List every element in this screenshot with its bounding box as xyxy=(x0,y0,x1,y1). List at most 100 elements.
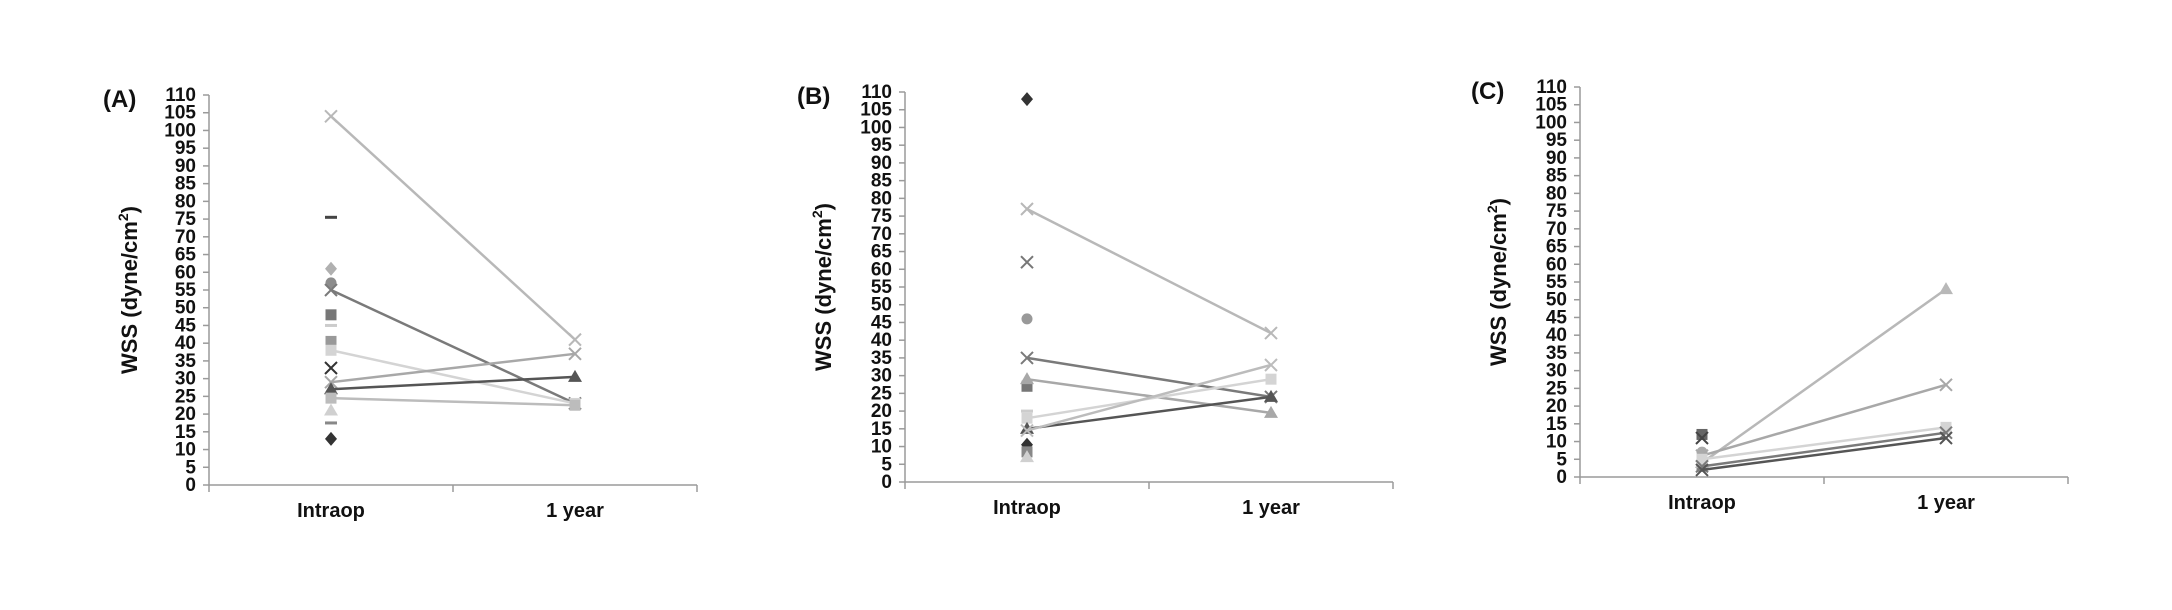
series-point xyxy=(1264,389,1278,402)
intraop-point xyxy=(1020,450,1034,463)
y-tick-label: 35 xyxy=(871,348,893,369)
intraop-point xyxy=(325,421,337,425)
x-category-label: Intraop xyxy=(297,500,365,522)
panel-c: 0510152025303540455055606570758085909510… xyxy=(1471,77,2069,514)
y-tick-label: 105 xyxy=(164,103,196,124)
y-tick-label: 20 xyxy=(1546,396,1567,417)
series-line xyxy=(1026,207,1272,335)
y-tick-label: 60 xyxy=(1546,254,1567,275)
series-line xyxy=(1701,288,1947,464)
series-point xyxy=(1264,326,1278,340)
y-tick-label: 30 xyxy=(175,369,196,390)
x-category-label: Intraop xyxy=(993,497,1061,519)
y-tick-label: 50 xyxy=(1546,290,1567,311)
intraop-point xyxy=(325,215,337,219)
y-tick-label: 55 xyxy=(1546,272,1568,293)
series-line xyxy=(1026,395,1272,431)
y-tick-label: 110 xyxy=(861,82,892,103)
y-tick-label: 75 xyxy=(871,206,893,227)
series-point xyxy=(1695,463,1709,477)
y-tick-label: 95 xyxy=(871,135,893,156)
y-tick-label: 110 xyxy=(165,85,196,106)
series-line xyxy=(1701,436,1947,472)
y-tick-label: 100 xyxy=(1535,112,1567,133)
series-point xyxy=(1021,412,1033,424)
y-tick-label: 15 xyxy=(871,419,893,440)
y-tick-label: 55 xyxy=(175,280,197,301)
y-axis-title: WSS (dyne/cm2) xyxy=(1484,198,1511,366)
y-tick-label: 50 xyxy=(175,298,196,319)
x-category-label: 1 year xyxy=(1242,497,1300,519)
series-point xyxy=(1939,425,1953,440)
panel-b: 0510152025303540455055606570758085909510… xyxy=(797,82,1394,519)
y-tick-label: 70 xyxy=(1546,219,1567,240)
y-tick-label: 10 xyxy=(1546,432,1567,453)
y-tick-label: 105 xyxy=(860,100,892,121)
y-tick-label: 25 xyxy=(175,386,197,407)
y-tick-label: 0 xyxy=(881,472,892,493)
y-tick-label: 80 xyxy=(175,191,196,212)
series-line xyxy=(1701,431,1947,468)
y-tick-label: 40 xyxy=(871,330,892,351)
y-tick-label: 105 xyxy=(1535,95,1567,116)
y-tick-label: 40 xyxy=(175,333,196,354)
y-tick-label: 95 xyxy=(175,138,197,159)
series-point xyxy=(1265,373,1277,385)
y-tick-label: 80 xyxy=(1546,183,1567,204)
y-tick-label: 90 xyxy=(1546,148,1567,169)
y-tick-label: 25 xyxy=(1546,378,1568,399)
y-tick-label: 35 xyxy=(1546,343,1568,364)
series-line xyxy=(330,349,576,405)
y-tick-label: 45 xyxy=(871,312,893,333)
series-point xyxy=(1020,372,1034,385)
x-category-label: 1 year xyxy=(1917,492,1975,514)
intraop-point xyxy=(325,323,337,327)
y-tick-label: 30 xyxy=(1546,361,1567,382)
panel-a: 0510152025303540455055606570758085909510… xyxy=(103,85,698,522)
y-tick-label: 70 xyxy=(871,224,892,245)
series-line xyxy=(1026,377,1272,415)
intraop-point xyxy=(1021,92,1033,107)
intraop-point xyxy=(1021,409,1033,413)
y-tick-label: 40 xyxy=(1546,325,1567,346)
y-tick-label: 75 xyxy=(175,209,197,230)
y-tick-label: 30 xyxy=(871,366,892,387)
y-tick-label: 5 xyxy=(881,454,892,475)
series-line xyxy=(1026,356,1272,399)
y-tick-label: 20 xyxy=(871,401,892,422)
series-point xyxy=(324,283,338,297)
series-point xyxy=(569,399,581,411)
intraop-point xyxy=(1695,431,1709,445)
series-point xyxy=(1020,202,1034,216)
intraop-point xyxy=(325,277,337,289)
intraop-point xyxy=(325,335,337,347)
series-point xyxy=(568,347,582,361)
series-line xyxy=(330,396,576,407)
y-tick-label: 15 xyxy=(175,422,197,443)
intraop-point xyxy=(1021,380,1033,392)
y-tick-label: 45 xyxy=(175,315,197,336)
series-point xyxy=(324,375,338,389)
y-tick-label: 65 xyxy=(1546,237,1568,258)
series-line xyxy=(330,288,576,405)
intraop-point xyxy=(324,403,338,416)
intraop-point xyxy=(1696,428,1708,440)
y-tick-label: 75 xyxy=(1546,201,1568,222)
y-tick-label: 15 xyxy=(1546,414,1568,435)
y-tick-label: 35 xyxy=(175,351,197,372)
y-tick-label: 65 xyxy=(871,242,893,263)
y-tick-label: 10 xyxy=(175,440,196,461)
x-category-label: 1 year xyxy=(546,500,604,522)
y-tick-label: 0 xyxy=(1556,467,1567,488)
series-point xyxy=(1939,282,1953,295)
y-tick-label: 45 xyxy=(1546,307,1568,328)
y-tick-label: 95 xyxy=(1546,130,1568,151)
y-tick-label: 85 xyxy=(871,171,893,192)
series-line xyxy=(330,115,576,341)
y-tick-label: 85 xyxy=(1546,166,1568,187)
y-tick-label: 20 xyxy=(175,404,196,425)
series-point xyxy=(1020,423,1034,438)
y-axis-title: WSS (dyne/cm2) xyxy=(115,206,142,374)
series-point xyxy=(1696,453,1708,465)
